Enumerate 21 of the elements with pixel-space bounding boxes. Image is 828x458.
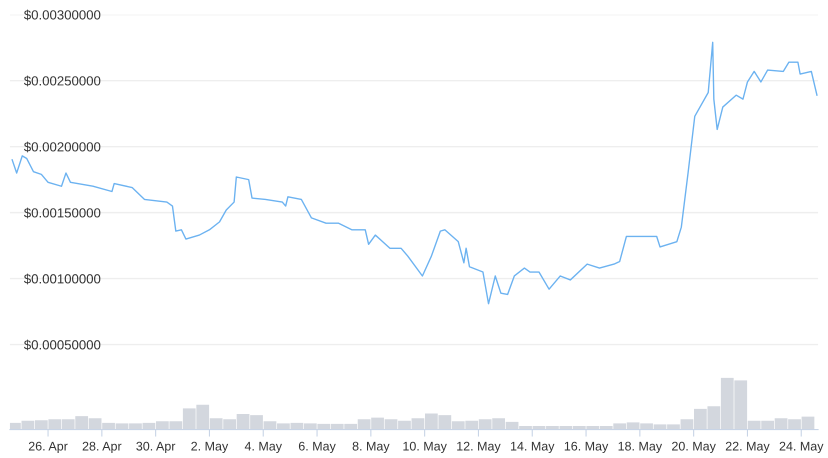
y-tick-label: $0.00200000	[24, 142, 100, 152]
x-tick-label: 2. May	[191, 442, 228, 454]
x-tick-label: 20. May	[672, 442, 716, 454]
x-tick-label: 10. May	[403, 442, 447, 454]
x-tick-label: 6. May	[298, 442, 336, 454]
y-tick-label: $0.00150000	[24, 208, 100, 218]
y-tick-label: $0.00300000	[24, 10, 100, 20]
x-tick-label: 4. May	[244, 442, 282, 454]
x-tick-label: 24. May	[780, 442, 824, 454]
y-tick-label: $0.00050000	[24, 340, 100, 350]
x-tick-label: 18. May	[618, 442, 662, 454]
y-tick-label: $0.00100000	[24, 274, 100, 284]
x-tick-label: 16. May	[564, 442, 608, 454]
y-tick-label: $0.00250000	[24, 76, 100, 86]
x-tick-label: 12. May	[457, 442, 501, 454]
x-tick-label: 26. Apr	[28, 442, 68, 454]
x-tick-label: 22. May	[726, 442, 770, 454]
x-tick-label: 8. May	[352, 442, 390, 454]
x-tick-label: 28. Apr	[82, 442, 122, 454]
x-tick-label: 14. May	[510, 442, 554, 454]
x-tick-label: 30. Apr	[136, 442, 176, 454]
